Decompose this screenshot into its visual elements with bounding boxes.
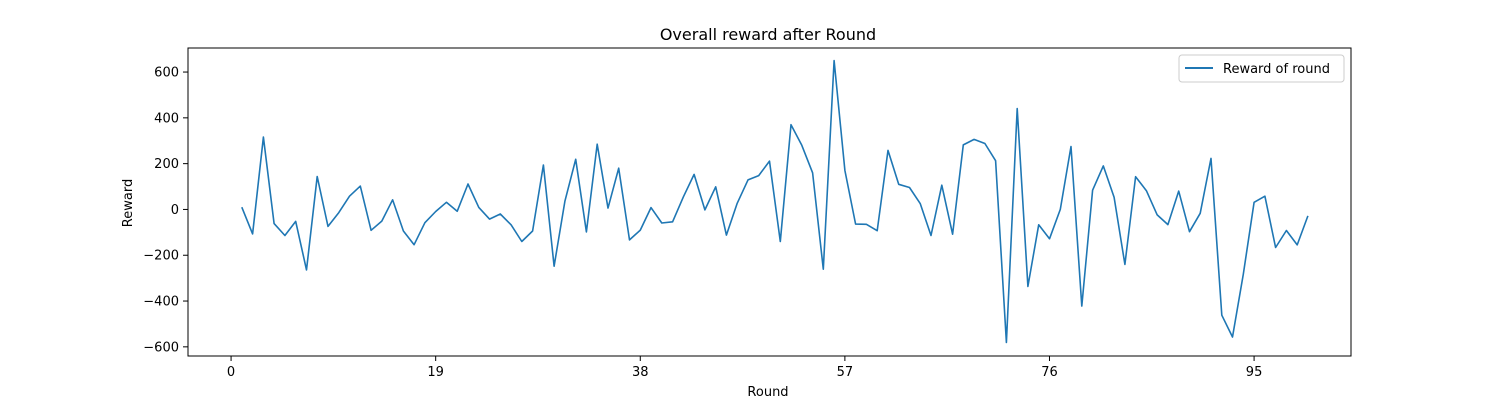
x-tick-label: 76 — [1041, 365, 1058, 380]
y-tick-label: −400 — [143, 295, 179, 310]
legend: Reward of round — [1178, 54, 1345, 83]
legend-label: Reward of round — [1223, 62, 1330, 77]
y-tick-label: 400 — [154, 111, 179, 126]
x-axis: 0 19 38 57 76 95 — [227, 356, 1262, 380]
plot-area — [188, 48, 1351, 356]
series-layer — [241, 59, 1309, 344]
y-tick-label: 600 — [154, 66, 179, 81]
y-tick-label: −200 — [143, 249, 179, 264]
y-axis: −600 −400 −200 0 200 400 600 — [143, 66, 188, 355]
plot-frame — [187, 47, 1352, 357]
y-tick-label: −600 — [143, 340, 179, 355]
x-tick-label: 38 — [632, 365, 649, 380]
x-tick-label: 95 — [1246, 365, 1263, 380]
chart-title: Overall reward after Round — [660, 25, 876, 44]
x-tick-label: 57 — [837, 365, 854, 380]
x-tick-label: 0 — [227, 365, 235, 380]
y-axis-label: Reward — [121, 179, 136, 227]
x-axis-label: Round — [747, 385, 788, 400]
x-tick-label: 19 — [427, 365, 444, 380]
legend-box — [1178, 54, 1345, 83]
y-tick-label: 0 — [171, 203, 179, 218]
y-tick-label: 200 — [154, 157, 179, 172]
series-line — [241, 59, 1309, 344]
